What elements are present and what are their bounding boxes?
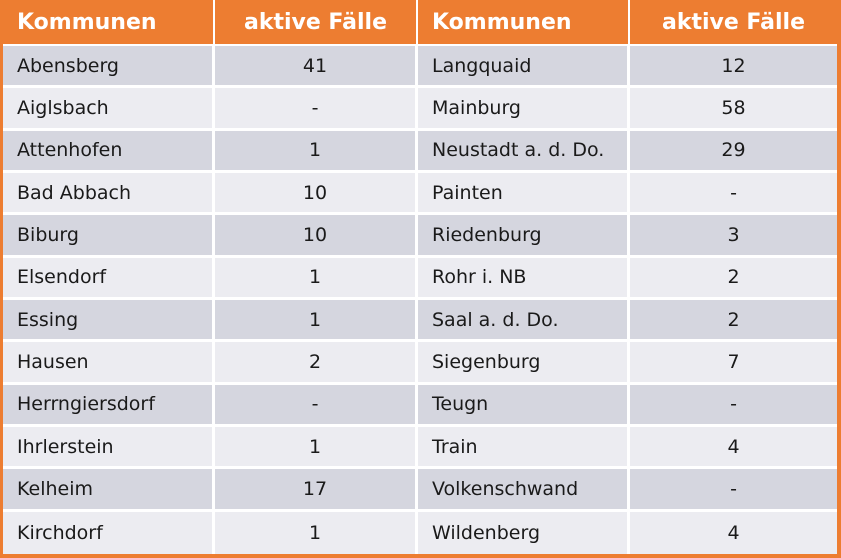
- kommune-name-cell: Ihrlerstein: [3, 426, 215, 470]
- active-cases-cell: 12: [630, 46, 837, 89]
- active-cases-cell: 1: [215, 130, 418, 173]
- kommune-name-cell: Wildenberg: [418, 511, 630, 554]
- active-cases-cell: 1: [215, 426, 418, 470]
- column-header-aktive-faelle-right: aktive Fälle: [630, 0, 837, 46]
- active-cases-cell: 4: [630, 511, 837, 554]
- active-cases-cell: -: [630, 384, 837, 427]
- active-cases-cell: -: [215, 88, 418, 131]
- active-cases-cell: -: [630, 172, 837, 216]
- kommune-name-cell: Painten: [418, 172, 630, 216]
- active-cases-cell: 29: [630, 130, 837, 173]
- kommune-name-cell: Riedenburg: [418, 215, 630, 258]
- column-header-kommunen-left: Kommunen: [3, 0, 215, 46]
- kommune-name-cell: Saal a. d. Do.: [418, 299, 630, 343]
- kommune-name-cell: Bad Abbach: [3, 172, 215, 216]
- active-cases-cell: 41: [215, 46, 418, 89]
- kommune-name-cell: Kirchdorf: [3, 511, 215, 554]
- active-cases-cell: 2: [215, 342, 418, 385]
- kommune-name-cell: Siegenburg: [418, 342, 630, 385]
- kommune-name-cell: Aiglsbach: [3, 88, 215, 131]
- active-cases-cell: 1: [215, 299, 418, 343]
- kommune-name-cell: Kelheim: [3, 469, 215, 512]
- kommune-name-cell: Abensberg: [3, 46, 215, 89]
- kommune-name-cell: Teugn: [418, 384, 630, 427]
- column-header-kommunen-right: Kommunen: [418, 0, 630, 46]
- active-cases-cell: 1: [215, 511, 418, 554]
- kommune-name-cell: Hausen: [3, 342, 215, 385]
- kommune-name-cell: Volkenschwand: [418, 469, 630, 512]
- kommune-name-cell: Essing: [3, 299, 215, 343]
- active-cases-cell: 10: [215, 215, 418, 258]
- active-cases-cell: 17: [215, 469, 418, 512]
- kommune-name-cell: Train: [418, 426, 630, 470]
- active-cases-cell: 4: [630, 426, 837, 470]
- column-header-aktive-faelle-left: aktive Fälle: [215, 0, 418, 46]
- active-cases-cell: 2: [630, 299, 837, 343]
- kommune-name-cell: Biburg: [3, 215, 215, 258]
- active-cases-cell: 7: [630, 342, 837, 385]
- kommune-name-cell: Attenhofen: [3, 130, 215, 173]
- kommune-name-cell: Rohr i. NB: [418, 257, 630, 300]
- kommune-name-cell: Neustadt a. d. Do.: [418, 130, 630, 173]
- active-cases-cell: 1: [215, 257, 418, 300]
- active-cases-cell: 3: [630, 215, 837, 258]
- kommune-name-cell: Langquaid: [418, 46, 630, 89]
- active-cases-cell: 58: [630, 88, 837, 131]
- active-cases-cell: -: [215, 384, 418, 427]
- kommune-name-cell: Mainburg: [418, 88, 630, 131]
- active-cases-cell: -: [630, 469, 837, 512]
- kommune-name-cell: Herrngiersdorf: [3, 384, 215, 427]
- kommune-name-cell: Elsendorf: [3, 257, 215, 300]
- active-cases-cell: 2: [630, 257, 837, 300]
- active-cases-cell: 10: [215, 172, 418, 216]
